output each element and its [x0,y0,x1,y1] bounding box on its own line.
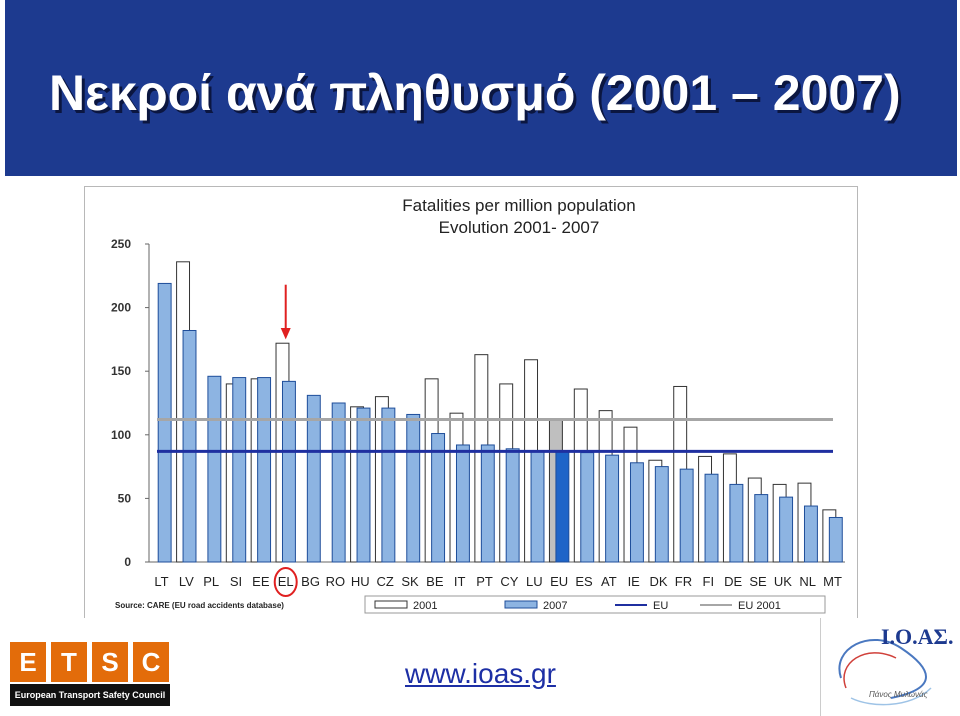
bar-2007-CY [505,448,520,563]
bar-2007-AT [605,454,620,563]
legend-label: EU [653,600,668,612]
etsc-letter-c: C [133,642,169,682]
x-tick-label: SE [749,574,767,589]
x-tick-label: SI [230,574,242,589]
bar-2007-PT [480,444,495,563]
highlight-circle [273,567,298,597]
bar-2007-IE [629,462,644,563]
x-tick-label: FI [703,574,715,589]
bar-2007-MT [828,516,843,563]
legend-swatch-2007 [504,600,538,609]
legend-label: EU 2001 [738,600,781,612]
x-tick-label: CZ [376,574,393,589]
highlight-arrow-head [280,327,291,340]
x-tick-label: DE [724,574,742,589]
x-tick-label: BE [426,574,444,589]
bar-2007-BE [431,433,446,563]
chart-source: Source: CARE (EU road accidents database… [115,601,284,610]
bar-2007-UK [779,496,794,563]
ioas-swirl-icon [838,638,932,706]
etsc-logo: E T S C European Transport Safety Counci… [10,642,170,712]
chart-highlight [273,284,298,597]
bar-2007-FI [704,473,719,563]
bar-2007-HU [356,407,371,563]
chart-subtitle: Evolution 2001- 2007 [439,218,600,237]
bar-2007-BG [306,394,321,563]
chart-reference-lines [157,418,833,453]
x-tick-label: PT [476,574,493,589]
legend-box [364,595,826,614]
legend-label: 2007 [543,600,567,612]
y-tick-label: 50 [118,491,132,505]
x-tick-label: RO [326,574,346,589]
bar-2007-RO [331,402,346,563]
x-tick-label: FR [675,574,692,589]
bar-2007-IT [455,444,470,563]
chart: Fatalities per million population Evolut… [111,196,845,614]
chart-title: Fatalities per million population [402,196,635,215]
x-tick-label: MT [823,574,842,589]
bar-2007-EU [555,450,570,563]
x-tick-label: HU [351,574,370,589]
chart-legend: 2001 2007 EU EU 2001 [364,595,826,614]
bar-2007-SK [406,413,421,563]
bar-2007-SE [754,494,769,563]
chart-frame: Fatalities per million population Evolut… [84,186,858,620]
etsc-letter-s: S [92,642,128,682]
bar-2007-PL [207,375,222,563]
slide-header: Νεκροί ανά πληθυσμό (2001 – 2007) [5,0,957,176]
x-tick-label: LV [179,574,194,589]
slide-footer: E T S C European Transport Safety Counci… [5,618,958,716]
chart-x-tick-labels: LT LV PL SI EE EL BG RO HU CZ SK BE IT PT CY LU EU ES AT IE… [154,574,842,589]
etsc-letter-t: T [51,642,87,682]
bar-2007-DK [654,466,669,563]
x-tick-label: PL [203,574,219,589]
ioas-logo: Ι.Ο.ΑΣ. Πάνος Μυλωνάς [820,618,958,716]
x-tick-label: ES [575,574,593,589]
footer-band: E T S C European Transport Safety Counci… [5,618,820,716]
y-tick-label: 200 [111,301,131,315]
bar-2007-EL [281,380,296,563]
x-tick-label: EL [278,574,294,589]
bar-2007-NL [803,505,818,563]
slide-title: Νεκροί ανά πληθυσμό (2001 – 2007) [49,65,901,121]
x-tick-label: CY [500,574,518,589]
x-tick-label: UK [774,574,792,589]
etsc-tagline: European Transport Safety Council [10,684,170,706]
chart-bars [157,261,843,563]
bar-2007-LT [157,282,172,563]
bar-2007-EE [257,377,272,563]
x-tick-label: LT [154,574,168,589]
bar-2007-SI [232,377,247,563]
bar-2007-ES [580,452,595,563]
x-tick-label: NL [799,574,816,589]
y-tick-label: 150 [111,364,131,378]
y-tick-label: 250 [111,237,131,251]
x-tick-label: BG [301,574,320,589]
bar-2007-LU [530,450,545,563]
x-tick-label: IE [628,574,641,589]
bar-2007-LV [182,329,197,563]
y-tick-label: 0 [124,555,131,569]
bar-2007-FR [679,468,694,563]
bar-2007-CZ [381,407,396,563]
x-tick-label: AT [601,574,617,589]
x-tick-label: EU [550,574,568,589]
etsc-letter-e: E [10,642,46,682]
x-tick-label: EE [252,574,270,589]
x-tick-label: LU [526,574,543,589]
x-tick-label: DK [650,574,668,589]
ioas-name: Ι.Ο.ΑΣ. [881,624,954,649]
x-tick-label: IT [454,574,466,589]
legend-label: 2001 [413,600,437,612]
bar-2007-DE [729,483,744,563]
x-tick-label: SK [401,574,419,589]
y-tick-label: 100 [111,428,131,442]
ioas-subtitle: Πάνος Μυλωνάς [869,690,928,699]
website-link[interactable]: www.ioas.gr [405,658,556,689]
legend-swatch-2001 [374,600,408,609]
